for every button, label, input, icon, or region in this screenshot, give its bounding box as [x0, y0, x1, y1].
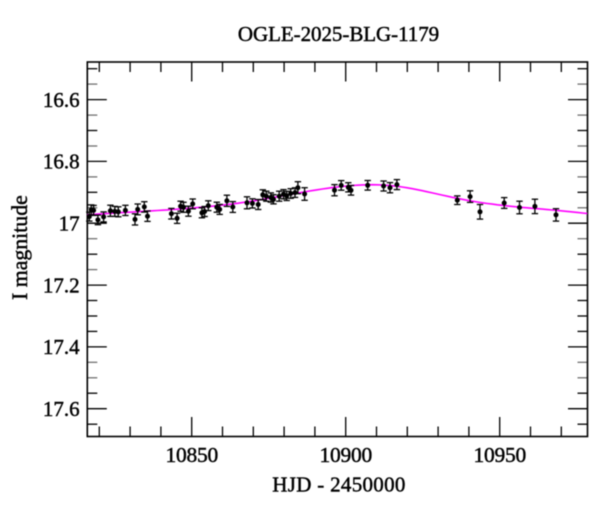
- svg-text:10900: 10900: [319, 443, 372, 467]
- svg-text:10950: 10950: [473, 443, 526, 467]
- svg-text:16.6: 16.6: [43, 88, 80, 112]
- svg-text:I magnitude: I magnitude: [8, 195, 32, 300]
- svg-text:16.8: 16.8: [43, 150, 80, 174]
- svg-text:10850: 10850: [165, 443, 218, 467]
- svg-text:OGLE-2025-BLG-1179: OGLE-2025-BLG-1179: [238, 22, 439, 46]
- svg-text:17.4: 17.4: [43, 335, 80, 359]
- svg-text:17.2: 17.2: [43, 273, 80, 297]
- svg-text:17: 17: [59, 212, 80, 236]
- svg-text:17.6: 17.6: [43, 397, 80, 421]
- svg-text:HJD - 2450000: HJD - 2450000: [272, 473, 405, 497]
